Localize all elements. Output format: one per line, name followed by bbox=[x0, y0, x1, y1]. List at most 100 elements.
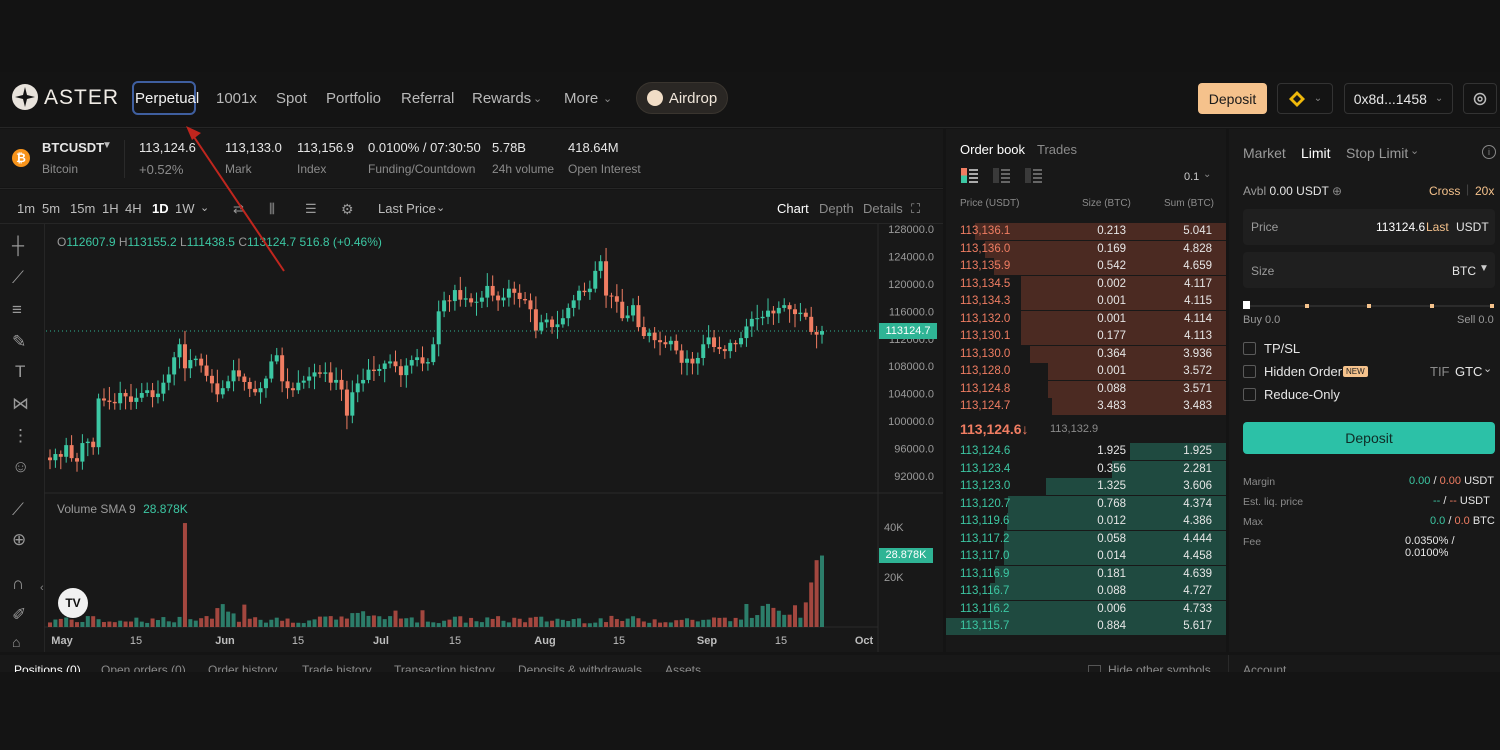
ruler-icon[interactable]: ⟋ bbox=[12, 500, 24, 519]
network-selector[interactable]: ⌄ bbox=[1277, 83, 1333, 114]
tpsl-checkbox[interactable] bbox=[1243, 342, 1256, 355]
both-sides-view-icon[interactable] bbox=[961, 168, 979, 183]
nav-spot[interactable]: Spot bbox=[276, 90, 307, 107]
bid-row[interactable]: 113,119.6 0.012 4.386 bbox=[946, 513, 1226, 530]
symbol-caret-icon[interactable]: ▼ bbox=[102, 140, 112, 151]
crosshair-icon[interactable]: ┼ bbox=[12, 236, 25, 255]
price-value[interactable]: 113124.6 bbox=[1376, 220, 1426, 234]
interval-chevron-icon[interactable]: ⌄ bbox=[200, 202, 210, 214]
emoji-icon[interactable]: ☺ bbox=[12, 457, 30, 476]
tab-open-orders[interactable]: Open orders (0) bbox=[101, 663, 186, 672]
ask-row[interactable]: 113,128.0 0.001 3.572 bbox=[946, 363, 1226, 380]
size-input[interactable]: Size BTC ▼ bbox=[1243, 252, 1495, 288]
stop-limit-chevron-icon[interactable]: ⌄ bbox=[1410, 145, 1420, 157]
bid-row[interactable]: 113,124.6 1.925 1.925 bbox=[946, 443, 1226, 460]
prediction-icon[interactable]: ⋮ bbox=[12, 426, 29, 445]
leverage-button[interactable]: 20x bbox=[1475, 184, 1495, 198]
indicator-icon[interactable]: ⇄ bbox=[233, 201, 244, 216]
hidden-order-checkbox[interactable] bbox=[1243, 365, 1256, 378]
slider-tick-50[interactable] bbox=[1367, 304, 1371, 308]
magnet-icon[interactable]: ∩ bbox=[12, 574, 25, 593]
bid-row[interactable]: 113,123.4 0.356 2.281 bbox=[946, 460, 1226, 478]
tab-positions[interactable]: Positions (0) bbox=[14, 663, 81, 672]
ask-row[interactable]: 113,130.1 0.177 4.113 bbox=[946, 328, 1226, 345]
deposit-form-button[interactable]: Deposit bbox=[1243, 422, 1495, 454]
bid-row[interactable]: 113,117.2 0.058 4.444 bbox=[946, 530, 1226, 548]
symbol-selector[interactable]: BTCUSDT bbox=[42, 140, 105, 155]
slider-tick-25[interactable] bbox=[1305, 304, 1309, 308]
interval-5m[interactable]: 5m bbox=[42, 201, 61, 216]
nav-referral[interactable]: Referral bbox=[401, 90, 455, 107]
margin-mode-button[interactable]: Cross bbox=[1429, 184, 1461, 198]
order-type-stop-limit[interactable]: Stop Limit bbox=[1346, 145, 1409, 161]
view-chart-tab[interactable]: Chart bbox=[777, 201, 809, 216]
candle-type-icon[interactable]: ⫼ bbox=[269, 201, 275, 216]
asks-view-icon[interactable] bbox=[1025, 168, 1043, 183]
ask-row[interactable]: 113,130.0 0.364 3.936 bbox=[946, 345, 1226, 363]
fx-icon[interactable]: ☰ bbox=[305, 201, 317, 216]
info-icon[interactable]: i bbox=[1482, 145, 1496, 159]
text-tool-icon[interactable]: T bbox=[15, 362, 26, 381]
slider-tick-100[interactable] bbox=[1490, 304, 1494, 308]
size-unit-select[interactable]: BTC bbox=[1452, 264, 1476, 278]
price-chart[interactable]: 128000.0124000.0120000.0116000.0112000.0… bbox=[0, 224, 943, 652]
tradingview-logo-icon[interactable]: TV bbox=[58, 588, 88, 618]
ask-row[interactable]: 113,136.0 0.169 4.828 bbox=[946, 240, 1226, 258]
slider-handle[interactable] bbox=[1243, 301, 1250, 309]
tab-order-book[interactable]: Order book bbox=[960, 142, 1026, 157]
settings-button[interactable] bbox=[1463, 83, 1497, 114]
fullscreen-icon[interactable]: ⛶ bbox=[911, 201, 921, 216]
transfer-icon[interactable]: ⊕ bbox=[1331, 184, 1343, 198]
deposit-header-button[interactable]: Deposit bbox=[1198, 83, 1267, 114]
wallet-button[interactable]: 0x8d...1458 ⌄ bbox=[1344, 83, 1453, 114]
trendline-icon[interactable]: ⟋ bbox=[12, 268, 24, 287]
size-unit-caret-icon[interactable]: ▼ bbox=[1479, 263, 1489, 274]
price-last-button[interactable]: Last bbox=[1426, 220, 1449, 234]
nav-portfolio[interactable]: Portfolio bbox=[326, 90, 382, 107]
fib-icon[interactable]: ≡ bbox=[12, 300, 22, 319]
collapse-arrow-icon[interactable]: ‹ bbox=[40, 582, 44, 594]
airdrop-button[interactable]: Airdrop bbox=[636, 82, 728, 114]
bid-row[interactable]: 113,116.9 0.181 4.639 bbox=[946, 565, 1226, 583]
tab-trades[interactable]: Trades bbox=[1037, 142, 1077, 157]
bid-row[interactable]: 113,116.2 0.006 4.733 bbox=[946, 600, 1226, 618]
view-details-tab[interactable]: Details bbox=[863, 201, 903, 216]
ask-row[interactable]: 113,136.1 0.213 5.041 bbox=[946, 223, 1226, 240]
brand-name[interactable]: ASTER bbox=[44, 86, 120, 109]
bid-row[interactable]: 113,115.7 0.884 5.617 bbox=[946, 618, 1226, 635]
brush-icon[interactable]: ✎ bbox=[12, 332, 27, 351]
lock-icon[interactable]: ⌂ bbox=[12, 634, 21, 650]
tab-assets[interactable]: Assets bbox=[665, 663, 702, 672]
ask-row[interactable]: 113,135.9 0.542 4.659 bbox=[946, 258, 1226, 275]
view-depth-tab[interactable]: Depth bbox=[819, 201, 854, 216]
order-type-market[interactable]: Market bbox=[1243, 145, 1286, 161]
tab-deposits-withdrawals[interactable]: Deposits & withdrawals bbox=[518, 663, 643, 672]
nav-rewards[interactable]: Rewards bbox=[472, 90, 532, 107]
interval-1d[interactable]: 1D bbox=[152, 201, 169, 216]
pattern-icon[interactable]: ⋈ bbox=[12, 394, 29, 413]
price-input[interactable]: Price 113124.6 Last USDT bbox=[1243, 209, 1495, 245]
reduce-only-checkbox[interactable] bbox=[1243, 388, 1256, 401]
interval-1w[interactable]: 1W bbox=[175, 201, 195, 216]
zoom-icon[interactable]: ⊕ bbox=[12, 530, 27, 549]
nav-more[interactable]: More bbox=[564, 90, 599, 107]
interval-1m[interactable]: 1m bbox=[17, 201, 36, 216]
ask-row[interactable]: 113,134.5 0.002 4.117 bbox=[946, 275, 1226, 293]
lock-drawing-icon[interactable]: ✐ bbox=[12, 605, 27, 624]
bid-row[interactable]: 113,123.0 1.325 3.606 bbox=[946, 478, 1226, 495]
nav-1001x[interactable]: 1001x bbox=[216, 90, 257, 107]
bid-row[interactable]: 113,117.0 0.014 4.458 bbox=[946, 548, 1226, 565]
ask-row[interactable]: 113,124.7 3.483 3.483 bbox=[946, 398, 1226, 415]
ask-row[interactable]: 113,132.0 0.001 4.114 bbox=[946, 310, 1226, 328]
slider-tick-75[interactable] bbox=[1430, 304, 1434, 308]
nav-perpetual[interactable]: Perpetual bbox=[135, 90, 200, 107]
chart-settings-icon[interactable]: ⚙ bbox=[341, 201, 354, 217]
order-type-limit[interactable]: Limit bbox=[1301, 145, 1331, 161]
tab-order-history[interactable]: Order history bbox=[208, 663, 278, 672]
price-type-select[interactable]: Last Price bbox=[378, 201, 436, 216]
bid-row[interactable]: 113,116.7 0.088 4.727 bbox=[946, 583, 1226, 600]
tif-chevron-icon[interactable]: ⌄ bbox=[1483, 363, 1493, 375]
tif-select[interactable]: GTC bbox=[1455, 364, 1483, 379]
ask-row[interactable]: 113,124.8 0.088 3.571 bbox=[946, 380, 1226, 398]
tab-transaction-history[interactable]: Transaction history bbox=[394, 663, 495, 672]
